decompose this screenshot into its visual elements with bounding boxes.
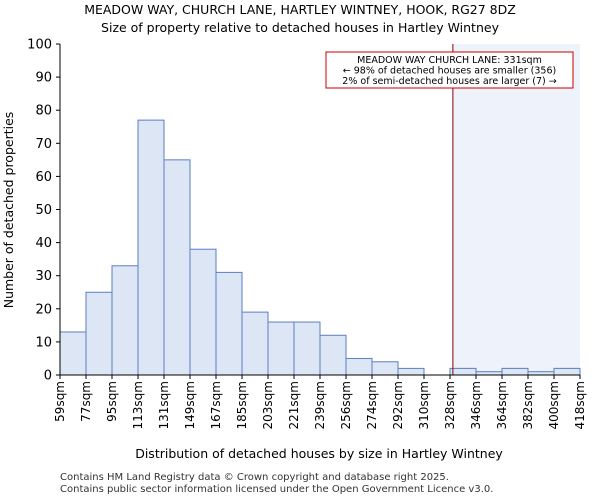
bar-400sqm	[553, 367, 581, 376]
x-tick-label-131sqm: 131sqm	[157, 381, 171, 429]
x-tick-label-256sqm: 256sqm	[339, 381, 353, 429]
y-tick-label-50: 50	[35, 203, 52, 218]
footer-line-1: Contains HM Land Registry data © Crown c…	[60, 472, 449, 483]
y-tick-label-40: 40	[35, 236, 52, 251]
x-tick-label-59sqm: 59sqm	[53, 381, 67, 422]
x-tick-label-364sqm: 364sqm	[495, 381, 509, 429]
bar-364sqm	[501, 367, 529, 376]
x-tick-label-113sqm: 113sqm	[131, 381, 145, 429]
bar-95sqm	[111, 265, 139, 376]
bar-149sqm	[189, 248, 217, 376]
highlight-region	[452, 44, 580, 375]
y-tick-label-20: 20	[35, 302, 52, 317]
y-tick-label-100: 100	[27, 38, 52, 53]
x-tick-label-95sqm: 95sqm	[105, 381, 119, 422]
y-tick-label-60: 60	[35, 170, 52, 185]
x-tick-label-185sqm: 185sqm	[235, 381, 249, 429]
x-tick-label-221sqm: 221sqm	[287, 381, 301, 429]
x-tick-label-274sqm: 274sqm	[365, 381, 379, 429]
x-tick-label-77sqm: 77sqm	[79, 381, 93, 422]
y-tick-label-0: 0	[44, 369, 52, 384]
bar-203sqm	[267, 321, 295, 376]
bar-185sqm	[241, 311, 269, 376]
bar-59sqm	[59, 331, 87, 376]
bar-77sqm	[85, 291, 113, 376]
y-tick-label-70: 70	[35, 137, 52, 152]
footer-line-2: Contains public sector information licen…	[60, 484, 494, 495]
x-axis-label: Distribution of detached houses by size …	[135, 446, 503, 461]
histogram-chart: 0 10 20 30 40 50 60 70 80 90 100 59sqm 77sqm 95sqm 113…	[1, 38, 587, 462]
chart-title: MEADOW WAY, CHURCH LANE, HARTLEY WINTNEY…	[84, 2, 516, 17]
bar-239sqm	[319, 334, 347, 376]
y-tick-label-80: 80	[35, 104, 52, 119]
annotation-line-3: 2% of semi-detached houses are larger (7…	[342, 76, 556, 87]
chart-subtitle: Size of property relative to detached ho…	[101, 20, 499, 35]
x-tick-label-418sqm: 418sqm	[573, 381, 587, 429]
annotation-line-1: MEADOW WAY CHURCH LANE: 331sqm	[357, 55, 542, 66]
bar-292sqm	[397, 367, 425, 376]
x-tick-label-346sqm: 346sqm	[469, 381, 483, 429]
x-tick-label-310sqm: 310sqm	[417, 381, 431, 429]
bar-113sqm	[137, 119, 165, 376]
x-tick-label-400sqm: 400sqm	[547, 381, 561, 429]
y-tick-label-30: 30	[35, 269, 52, 284]
x-tick-label-167sqm: 167sqm	[209, 381, 223, 429]
x-tick-label-382sqm: 382sqm	[521, 381, 535, 429]
y-tick-label-90: 90	[35, 71, 52, 86]
y-tick-label-10: 10	[35, 335, 52, 350]
x-tick-label-292sqm: 292sqm	[391, 381, 405, 429]
bar-328sqm	[449, 367, 477, 376]
bar-221sqm	[293, 321, 321, 376]
annotation-box	[325, 51, 574, 89]
x-tick-label-203sqm: 203sqm	[261, 381, 275, 429]
bar-256sqm	[345, 357, 373, 376]
y-axis-label: Number of detached properties	[1, 112, 16, 309]
x-tick-label-328sqm: 328sqm	[443, 381, 457, 429]
x-tick-label-239sqm: 239sqm	[313, 381, 327, 429]
x-tick-label-149sqm: 149sqm	[183, 381, 197, 429]
bar-167sqm	[215, 271, 243, 376]
bar-131sqm	[163, 159, 191, 376]
bar-274sqm	[371, 361, 399, 376]
annotation-line-2: ← 98% of detached houses are smaller (35…	[343, 66, 556, 77]
